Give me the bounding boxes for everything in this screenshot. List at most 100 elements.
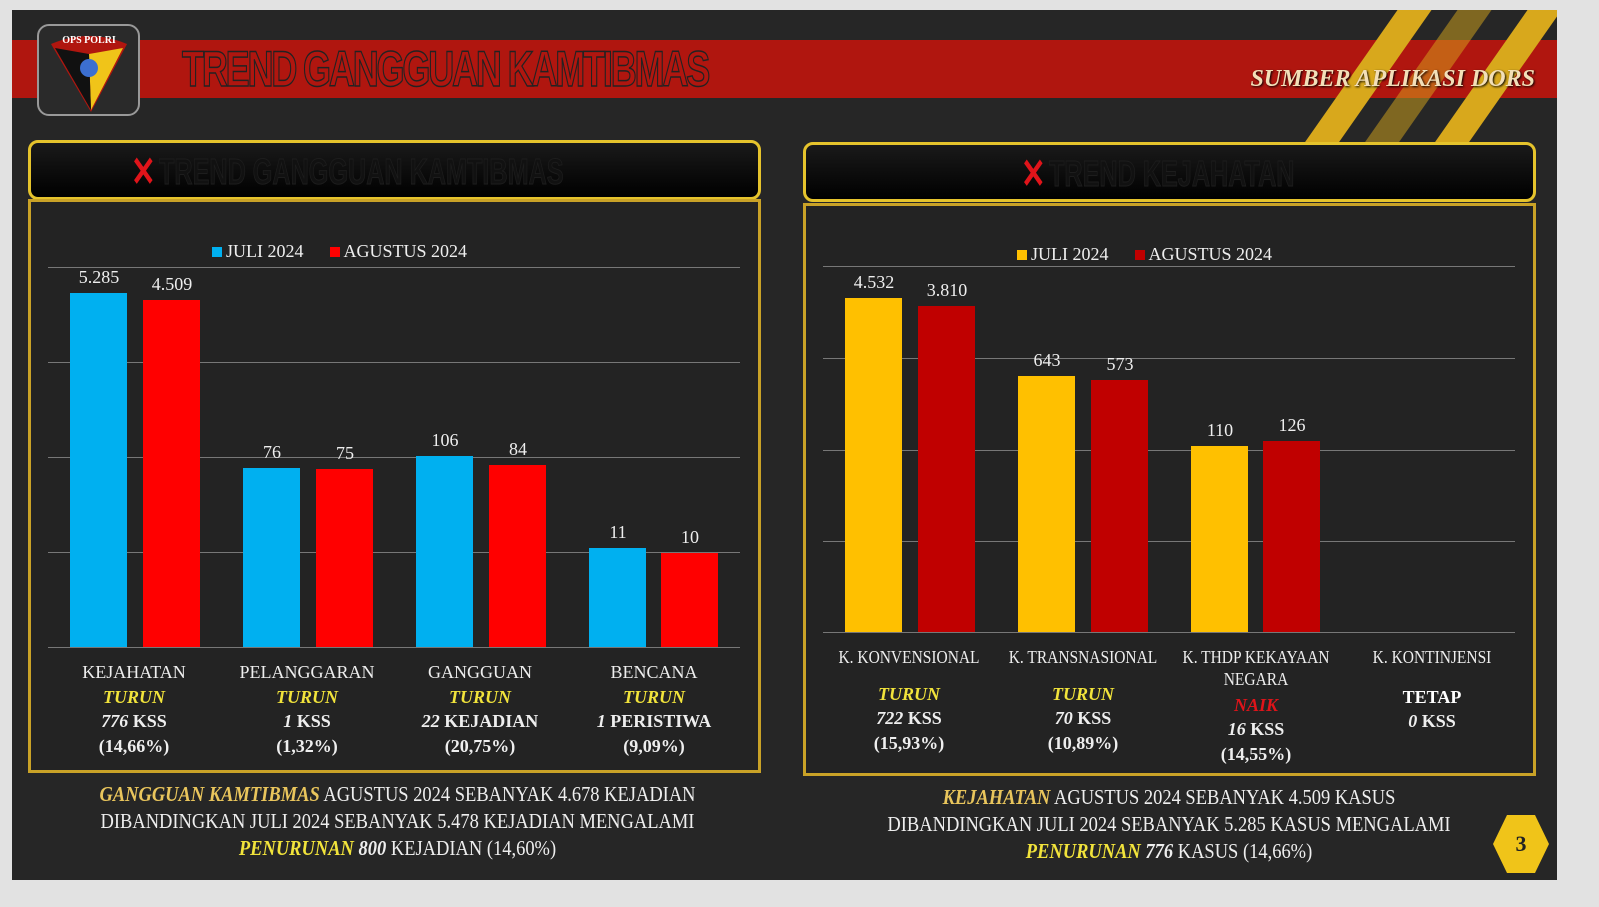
data-label: 75 <box>336 443 354 463</box>
change-value: 70 <box>1054 708 1073 728</box>
gridline <box>48 647 740 648</box>
legend-item: AGUSTUS 2024 <box>329 241 468 262</box>
change-value: 1 <box>283 711 293 731</box>
trend-label: TURUN <box>103 687 165 707</box>
category-label: KEJAHATAN <box>82 662 186 682</box>
bar <box>416 456 473 647</box>
page-title: TREND GANGGUAN KAMTIBMAS <box>181 40 710 98</box>
change-unit: KSS <box>1077 708 1112 728</box>
legend-swatch <box>212 247 222 257</box>
header-band <box>12 40 1557 98</box>
right-panel-header: ✕ TREND KEJAHATAN <box>803 142 1536 202</box>
right-footer-summary: KEJAHATAN AGUSTUS 2024 SEBANYAK 4.509 KA… <box>844 784 1493 865</box>
bar <box>918 306 975 632</box>
legend-swatch <box>329 247 340 257</box>
data-label: 4.532 <box>853 272 895 292</box>
chart-legend: JULI 2024 AGUSTUS 2024 <box>212 241 467 262</box>
change-value: 776 <box>101 711 129 731</box>
legend-item: AGUSTUS 2024 <box>1134 244 1273 265</box>
change-amount: 22 KEJADIAN <box>390 709 570 734</box>
legend-swatch <box>1134 250 1145 260</box>
page-number-badge: 3 <box>1493 815 1549 873</box>
category-label: PELANGGARAN <box>239 662 375 682</box>
change-percent: (1,32%) <box>276 736 338 756</box>
right-panel-title: TREND KEJAHATAN <box>1049 153 1295 195</box>
bar <box>1091 380 1148 632</box>
change-percent: (15,93%) <box>873 733 945 753</box>
source-label: SUMBER APLIKASI DORS <box>1250 66 1535 92</box>
legend-label: JULI 2024 <box>1031 244 1109 264</box>
category-label: K. THDP KEKAYAAN NEGARA <box>1182 647 1330 689</box>
change-unit: KSS <box>1421 711 1456 731</box>
change-amount: 1 PERISTIWA <box>564 709 744 734</box>
footer-value: 776 <box>1145 839 1174 863</box>
legend-label: AGUSTUS 2024 <box>343 241 468 261</box>
gridline <box>823 632 1515 633</box>
change-value: 1 <box>596 711 606 731</box>
left-footer-summary: GANGGUAN KAMTIBMAS AGUSTUS 2024 SEBANYAK… <box>74 781 721 862</box>
footer-text: KEJADIAN (14,60%) <box>386 836 557 860</box>
change-amount: 722 KSS <box>822 706 996 731</box>
footer-highlight: PENURUNAN <box>238 836 354 860</box>
change-unit: KEJADIAN <box>444 711 539 731</box>
data-label: 643 <box>1033 350 1061 370</box>
gridline <box>823 266 1515 267</box>
legend-item: JULI 2024 <box>212 241 304 262</box>
chart-legend: JULI 2024 AGUSTUS 2024 <box>1017 244 1272 265</box>
gridline <box>48 457 740 458</box>
change-value: 22 <box>421 711 440 731</box>
change-amount: 1 KSS <box>217 709 397 734</box>
data-label: 3.810 <box>926 280 968 300</box>
data-label: 10 <box>681 527 699 547</box>
change-percent: (20,75%) <box>444 736 516 756</box>
trend-label: TURUN <box>276 687 338 707</box>
bar <box>143 300 200 647</box>
footer-text: AGUSTUS 2024 SEBANYAK 4.509 KASUS <box>1050 785 1396 809</box>
trend-label: TURUN <box>1052 684 1114 704</box>
change-percent: (9,09%) <box>623 736 685 756</box>
trend-label: TURUN <box>623 687 685 707</box>
left-panel-title: TREND GANGGUAN KAMTIBMAS <box>159 151 564 193</box>
legend-item: JULI 2024 <box>1017 244 1109 265</box>
legend-swatch <box>1017 250 1027 260</box>
data-label: 5.285 <box>78 267 120 287</box>
data-label: 76 <box>263 442 281 462</box>
trend-label: NAIK <box>1233 695 1278 715</box>
gridline <box>48 552 740 553</box>
data-label: 126 <box>1278 415 1306 435</box>
change-percent: (10,89%) <box>1047 733 1119 753</box>
data-label: 106 <box>431 430 459 450</box>
bar <box>489 465 546 647</box>
change-unit: PERISTIWA <box>610 711 712 731</box>
change-value: 0 <box>1408 711 1418 731</box>
change-amount: 16 KSS <box>1169 717 1343 742</box>
bar <box>589 548 646 647</box>
x-mark-icon: ✕ <box>131 148 156 195</box>
gridline <box>48 267 740 268</box>
trend-label: TURUN <box>878 684 940 704</box>
change-unit: KSS <box>296 711 331 731</box>
svg-text:OPS POLRI: OPS POLRI <box>62 35 116 46</box>
trend-label: TURUN <box>449 687 511 707</box>
data-label: 11 <box>609 522 627 542</box>
footer-text: KASUS (14,66%) <box>1173 839 1313 863</box>
change-unit: KSS <box>132 711 167 731</box>
bar <box>661 553 718 647</box>
data-label: 84 <box>509 439 527 459</box>
change-value: 16 <box>1227 719 1246 739</box>
gridline <box>823 541 1515 542</box>
legend-label: AGUSTUS 2024 <box>1148 244 1273 264</box>
data-label: 573 <box>1106 354 1134 374</box>
data-label: 110 <box>1206 420 1234 440</box>
bar <box>1263 441 1320 632</box>
footer-value: 800 <box>358 836 387 860</box>
gridline <box>823 450 1515 451</box>
footer-text: DIBANDINGKAN JULI 2024 SEBANYAK 5.285 KA… <box>887 812 1451 836</box>
change-value: 722 <box>876 708 904 728</box>
data-label: 4.509 <box>151 274 193 294</box>
category-label: K. KONTINJENSI <box>1372 647 1492 667</box>
change-amount: 70 KSS <box>996 706 1170 731</box>
footer-highlight: GANGGUAN KAMTIBMAS <box>99 782 320 806</box>
bar <box>316 469 373 647</box>
category-label: K. TRANSNASIONAL <box>1008 647 1158 667</box>
